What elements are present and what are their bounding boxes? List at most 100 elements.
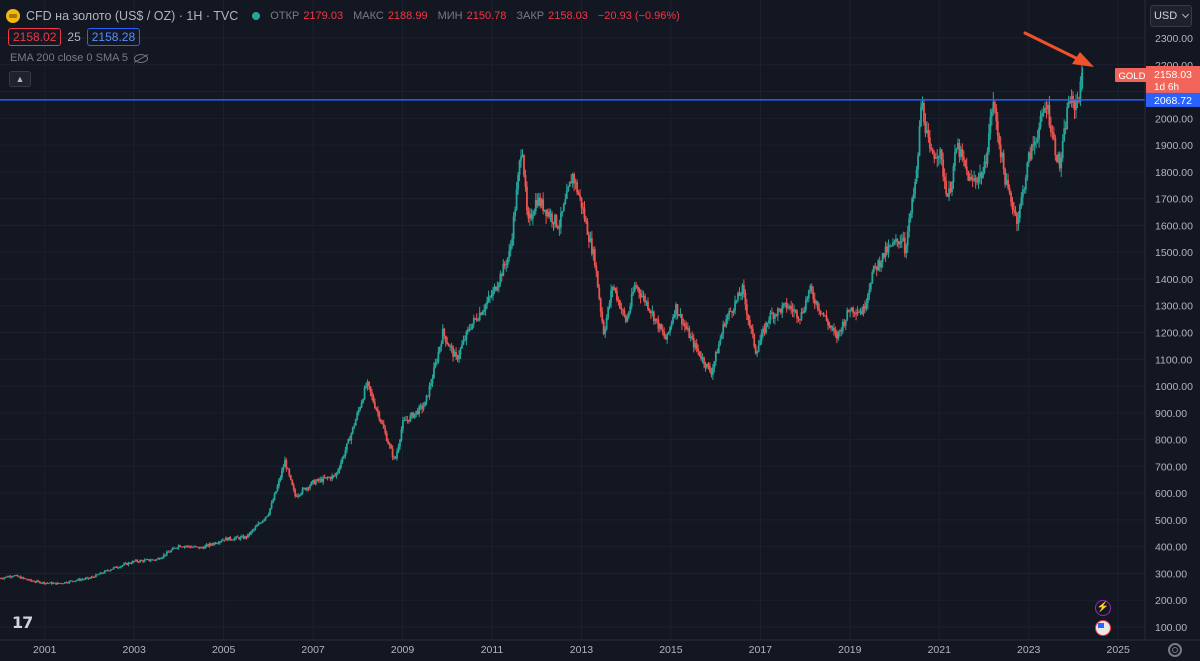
hidden-eye-icon[interactable] [134, 53, 149, 63]
gear-icon[interactable] [1168, 643, 1182, 657]
candle-body [688, 328, 691, 339]
us-flag-icon[interactable] [1095, 620, 1111, 636]
candle-body [629, 306, 632, 313]
candle-body [505, 264, 508, 266]
time-axis[interactable]: 2001 2003 2005 2007 2009 2011 2013 2015 2017 2019… [0, 639, 1200, 656]
buy-price-button[interactable]: 2158.28 [86, 28, 141, 46]
candle-body [954, 152, 956, 167]
candle-body [379, 419, 382, 422]
candle-body [869, 283, 872, 290]
candle-body [487, 296, 490, 302]
candle-body [133, 561, 136, 562]
price-tick-label: 1700.00 [1155, 194, 1193, 206]
candle-body [791, 308, 794, 312]
candle-body [484, 304, 487, 310]
candle-body [741, 285, 744, 295]
candle-body [589, 238, 592, 242]
candle-body [211, 544, 214, 546]
candle-body [319, 478, 322, 481]
candle-body [127, 562, 130, 565]
candle-body [583, 208, 586, 220]
candle-body [283, 460, 286, 468]
candle-body [667, 332, 670, 334]
candle-body [747, 314, 750, 320]
lightning-icon[interactable]: ⚡ [1095, 600, 1111, 616]
collapse-legend-button[interactable]: ▲ [9, 71, 31, 87]
candle-body [410, 412, 413, 416]
candle-body [421, 405, 424, 409]
symbol-title[interactable]: CFD на золото (US$ / OZ) · 1H · TVC [26, 9, 239, 23]
candle-body [899, 241, 902, 245]
indicator-label[interactable]: EMA 200 close 0 SMA 5 [10, 52, 129, 64]
candle-body [968, 176, 971, 181]
candle-body [275, 491, 277, 494]
candle-body [703, 357, 705, 365]
candle-body [409, 415, 412, 422]
last-price-badge [1146, 66, 1200, 93]
candle-body [1017, 218, 1020, 224]
candle-body [877, 260, 880, 271]
candle-body [561, 211, 564, 213]
candle-body [1016, 213, 1018, 224]
candle-body [235, 536, 238, 539]
candle-body [255, 525, 258, 527]
candle-body [545, 209, 548, 216]
candle-body [1072, 95, 1074, 103]
candle-body [458, 354, 460, 360]
candle-body [282, 467, 285, 471]
candle-body [161, 557, 164, 559]
candle-body [341, 457, 344, 463]
close-value: 2158.03 [548, 10, 588, 22]
candle-body [438, 346, 441, 352]
candle-body [390, 445, 393, 449]
candle-body [1002, 153, 1005, 170]
price-series [0, 63, 1084, 586]
candle-body [830, 325, 832, 328]
candle-body [939, 149, 942, 156]
candle-body [69, 580, 72, 582]
candle-body [369, 386, 372, 393]
candle-body [647, 301, 649, 309]
candle-body [493, 286, 496, 291]
candle-body [1052, 133, 1055, 139]
candle-body [242, 536, 245, 539]
level-price-badge [1146, 92, 1200, 107]
candle-body [979, 172, 981, 178]
candle-body [742, 285, 745, 293]
candle-body [170, 550, 173, 552]
candle-body [1008, 188, 1011, 193]
candle-body [356, 413, 359, 420]
time-tick-label: 2025 [1106, 644, 1130, 656]
candle-body [359, 407, 362, 410]
candle-body [9, 576, 12, 578]
candle-body [781, 305, 784, 313]
candle-body [18, 576, 21, 578]
candle-body [1049, 125, 1052, 132]
sell-price-button[interactable]: 2158.02 [8, 28, 62, 46]
currency-select[interactable]: USD [1150, 5, 1192, 27]
candle-body [357, 409, 360, 414]
candle-body [134, 560, 137, 562]
candle-body [413, 413, 416, 418]
candle-body [92, 576, 94, 578]
candle-body [883, 253, 886, 258]
candle-body [1066, 107, 1069, 130]
candle-body [325, 477, 328, 479]
candle-body [480, 312, 483, 315]
candle-body [599, 298, 602, 312]
indicator-row[interactable]: EMA 200 close 0 SMA 5 [10, 52, 149, 64]
candle-body [576, 182, 579, 193]
tradingview-logo[interactable]: 17 [12, 613, 33, 632]
candle-body [250, 531, 252, 535]
candle-body [179, 545, 181, 547]
candle-body [433, 367, 435, 379]
time-tick-label: 2001 [33, 644, 57, 656]
candle-body [890, 245, 893, 247]
candle-body [1057, 153, 1060, 162]
candle-body [174, 547, 177, 549]
candle-body [190, 547, 193, 548]
candle-body [843, 321, 846, 326]
candle-body [486, 301, 488, 305]
candle-body [344, 450, 347, 457]
